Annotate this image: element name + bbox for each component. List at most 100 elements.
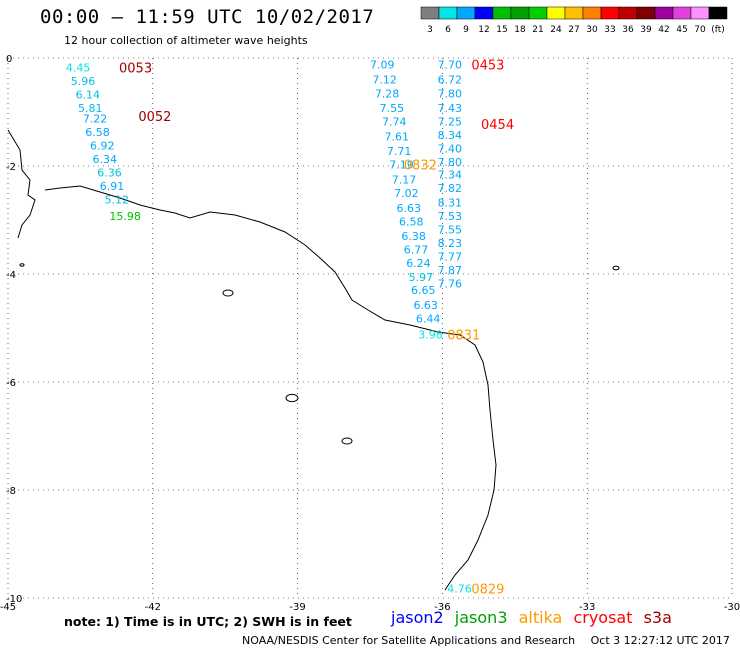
swh-observation: 7.43 — [438, 102, 463, 115]
swh-observation: 6.63 — [413, 299, 438, 312]
swh-observation: 7.19 — [389, 159, 414, 172]
legend-item-cryosat: cryosat — [573, 608, 633, 627]
swh-observation: 7.61 — [384, 131, 409, 144]
wave-height-map: -45 -42 -39 -36 -33 -300-2-4-6-8-10 4.455.966… — [0, 54, 740, 610]
swh-observation: 6.65 — [411, 284, 436, 297]
swh-observation: 7.53 — [438, 210, 463, 223]
footer-credit: NOAA/NESDIS Center for Satellite Applica… — [242, 634, 576, 647]
swh-observation: 7.82 — [438, 182, 463, 195]
scale-label: 12 — [478, 25, 489, 35]
swh-observation: 7.87 — [438, 264, 463, 277]
swh-observation: 7.28 — [375, 87, 400, 100]
pass-time-label: 0832 — [404, 159, 437, 174]
scale-swatch — [708, 6, 728, 20]
legend-item-s3a: s3a — [643, 608, 672, 627]
coastline-path — [7, 129, 497, 591]
map-title: 00:00 – 11:59 UTC 10/02/2017 — [40, 6, 375, 28]
lat-lon-grid — [7, 57, 733, 599]
lon-tick-label: -36 — [434, 602, 450, 610]
scale-label: 39 — [640, 25, 652, 35]
swh-observation: 7.80 — [438, 87, 463, 100]
legend-item-jason3: jason3 — [454, 608, 508, 627]
scale-label: 6 — [445, 25, 451, 35]
scale-label: (ft) — [711, 25, 725, 35]
legend-item-jason2: jason2 — [391, 608, 444, 627]
swh-observation: 6.44 — [416, 313, 441, 326]
swh-observation: 5.97 — [409, 271, 434, 284]
axis-ticks: -45 -42 -39 -36 -33 -30 0 -2 -4 -6 -8 -10 — [0, 54, 740, 610]
swh-observation: 6.24 — [406, 257, 431, 270]
map-subtitle: 12 hour collection of altimeter wave hei… — [64, 34, 308, 47]
swh-observation: 5.81 — [78, 102, 103, 115]
scale-label: 3 — [427, 25, 433, 35]
swh-observation: 7.34 — [438, 168, 463, 181]
swh-observation: 15.98 — [109, 210, 141, 223]
swh-observation: 5.12 — [105, 194, 129, 207]
swh-observation: 7.76 — [438, 277, 463, 290]
swh-observation: 7.09 — [370, 59, 395, 72]
island-shape — [285, 393, 299, 403]
lon-tick-label: -39 — [289, 602, 305, 610]
units-note: note: 1) Time is in UTC; 2) SWH is in fe… — [64, 614, 352, 629]
swh-observation: 7.55 — [438, 223, 463, 236]
swh-observation: 4.76 — [447, 583, 472, 596]
lat-tick-label: -10 — [6, 594, 22, 605]
swh-observation: 6.58 — [399, 215, 424, 228]
swh-observation: 7.12 — [372, 73, 397, 86]
scale-label: 30 — [586, 25, 598, 35]
swh-observation: 6.14 — [76, 88, 101, 101]
island-shape — [341, 437, 353, 445]
swh-observation: 6.38 — [401, 230, 426, 243]
lat-tick-label: -6 — [6, 378, 16, 389]
swh-observation: 6.91 — [100, 180, 125, 193]
scale-label: 45 — [676, 25, 687, 35]
pass-time-label: 0052 — [138, 110, 171, 125]
swh-observation: 7.70 — [438, 59, 463, 72]
swh-observation: 7.74 — [382, 115, 407, 128]
swh-observation: 8.23 — [438, 237, 463, 250]
scale-label: 21 — [532, 25, 543, 35]
swh-observation: 6.77 — [404, 243, 429, 256]
swh-observation: 8.31 — [438, 196, 463, 209]
lon-tick-label: -30 — [724, 602, 740, 610]
swh-observation: 7.77 — [438, 250, 463, 263]
swh-observation: 6.34 — [92, 153, 117, 166]
lat-tick-label: -4 — [6, 270, 16, 281]
wave-height-color-scale: 3 6 9 12 15 18 21 24 27 30 33 36 39 42 45 70 (ft) — [420, 6, 728, 35]
lat-tick-label: -8 — [6, 486, 16, 497]
scale-label: 36 — [622, 25, 634, 35]
lon-tick-label: -45 — [0, 602, 16, 610]
swh-observation: 6.63 — [397, 202, 422, 215]
satellite-legend: jason2 jason3 altika cryosat s3a — [391, 608, 678, 627]
lat-tick-label: 0 — [6, 54, 12, 65]
wave-height-observations: 4.455.966.145.817.226.586.926.346.366.91… — [66, 59, 472, 596]
swh-observation: 6.36 — [97, 167, 122, 180]
scale-label: 27 — [568, 25, 579, 35]
swh-observation: 5.96 — [71, 75, 96, 88]
swh-observation: 3.98 — [418, 329, 443, 342]
coastline — [7, 129, 620, 591]
island-shape — [222, 289, 234, 297]
swh-observation: 8.34 — [438, 129, 463, 142]
island-shape — [612, 265, 620, 271]
lon-tick-label: -33 — [579, 602, 595, 610]
swh-observation: 7.80 — [438, 156, 463, 169]
satellite-pass-labels: 0053 0052 0453 0454 0832 0831 0829 — [119, 59, 514, 598]
scale-label: 9 — [463, 25, 469, 35]
swh-observation: 6.92 — [90, 140, 115, 153]
scale-label: 42 — [658, 25, 669, 35]
swh-observation: 7.02 — [394, 187, 419, 200]
swh-observation: 6.58 — [85, 126, 110, 139]
pass-time-label: 0053 — [119, 61, 152, 76]
scale-label: 70 — [694, 25, 706, 35]
scale-label: 15 — [496, 25, 507, 35]
swh-observation: 6.72 — [438, 73, 463, 86]
pass-time-label: 0831 — [447, 329, 480, 344]
footer-timestamp: Oct 3 12:27:12 UTC 2017 — [590, 634, 730, 647]
swh-observation: 7.71 — [387, 145, 412, 158]
swh-observation: 7.22 — [83, 113, 108, 126]
pass-time-label: 0453 — [471, 59, 504, 74]
scale-label: 33 — [604, 25, 615, 35]
pass-time-label: 0829 — [471, 583, 504, 598]
footer: NOAA/NESDIS Center for Satellite Applica… — [242, 634, 740, 647]
